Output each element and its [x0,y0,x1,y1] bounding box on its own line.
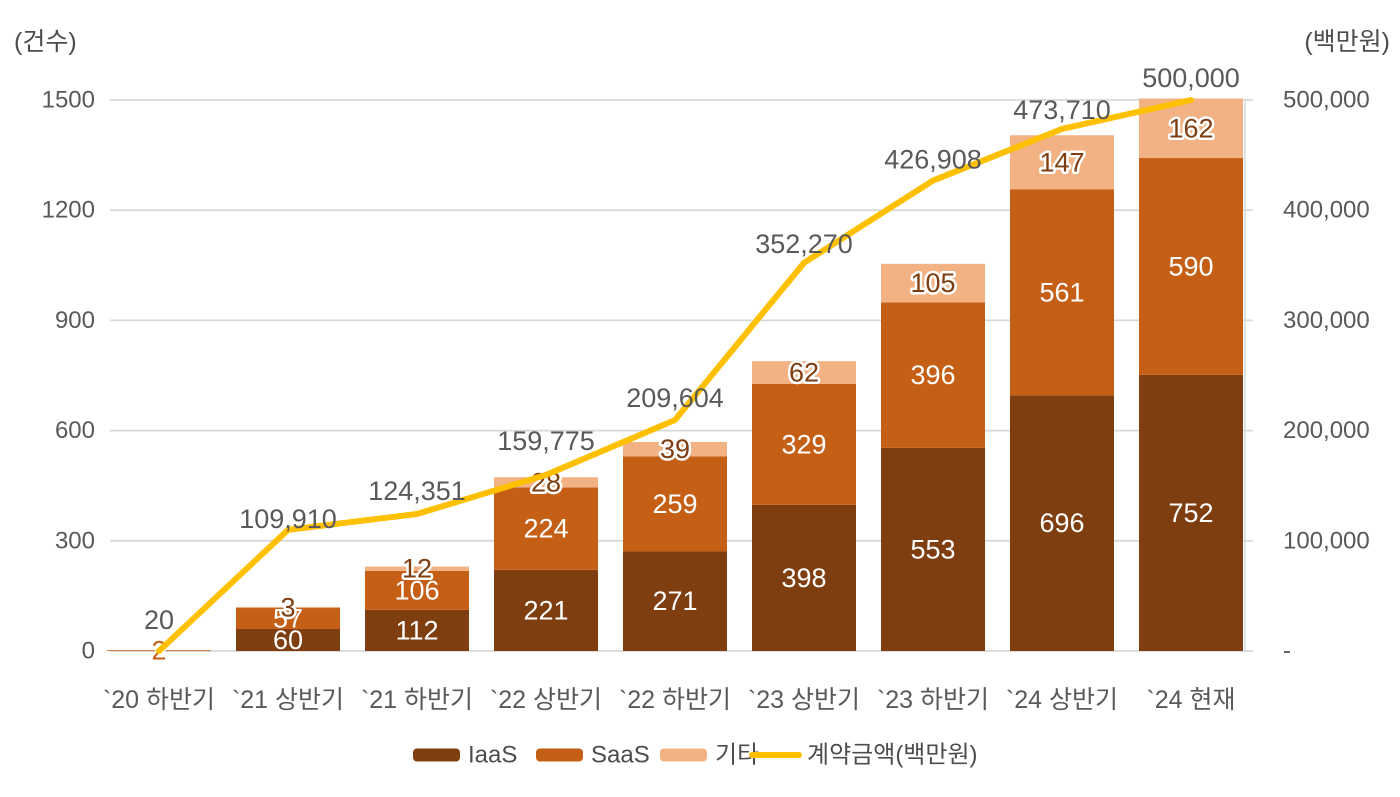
left-axis-tick-label: 600 [55,417,95,444]
legend-item-contract-line: 계약금액(백만원) [749,742,978,769]
bar-value-label: 398 [781,563,826,593]
line-value-label: 124,351 [368,476,466,506]
legend-swatch-icon [536,748,583,762]
bar-value-label: 752 [1168,498,1213,528]
bar-value-label: 696 [1039,508,1084,538]
right-axis-tick-label: 300,000 [1283,307,1370,334]
x-axis-layer: `20 하반기 `21 상반기 `21 하반기 `22 상반기 `22 하반기 `23 상… [103,686,1236,714]
right-axis-tick-label: 500,000 [1283,87,1370,114]
bar-value-label: 553 [910,534,955,564]
bar-value-label: 106 [394,575,439,605]
bar-segment-iaas [1010,395,1114,651]
bar-value-label: 561 [1039,277,1084,307]
right-axis-tick-label: - [1283,638,1291,665]
right-axis-tick-label: 100,000 [1283,527,1370,554]
bar-value-label: 162 [1168,113,1213,143]
legend-item-saas: SaaS [536,742,650,769]
bar-segment-saas [1010,189,1114,396]
x-axis-category-label: `23 하반기 [877,686,989,714]
legend-item-기타: 기타 [660,742,759,769]
bar-value-label: 3 [280,592,295,622]
x-axis-category-label: `22 상반기 [490,686,602,714]
x-axis-category-label: `21 상반기 [232,686,344,714]
bar-segment-기타 [881,263,985,303]
bar-value-label: 39 [660,434,690,464]
line-value-label: 109,910 [239,504,337,534]
bar-value-label: 57 [273,603,303,633]
left-axis-tick-label: 900 [55,307,95,334]
left-axis-tick-label: 1200 [42,197,95,224]
bar-value-label: 221 [523,595,568,625]
bar-segment-saas [752,383,856,505]
legend-label: IaaS [468,742,517,769]
bar-segment-saas [494,487,598,570]
bar-segment-iaas [236,628,340,651]
bars-layer: 2 605731121061222122428271259393983296255… [107,98,1243,668]
bar-segment-기타 [752,361,856,384]
bar-segment-iaas [365,609,469,651]
x-axis-category-label: `20 하반기 [103,686,215,714]
contract-amount-line [156,97,1194,654]
left-axis-title: (건수) [14,28,77,56]
bar-value-label: 329 [781,429,826,459]
bar-value-label: 271 [652,586,697,616]
bar-segment-iaas [623,551,727,651]
line-value-label: 20 [144,605,174,635]
bar-value-label: 105 [910,268,955,298]
bar-value-label: 590 [1168,251,1213,281]
bar-segment-saas [365,570,469,610]
x-axis-category-label: `23 상반기 [748,686,860,714]
right-axis-tick-label: 400,000 [1283,197,1370,224]
line-value-label: 159,775 [497,426,595,456]
bar-segment-iaas [494,569,598,651]
bar-segment-saas [1139,158,1243,375]
left-axis-tick-label: 0 [82,638,95,665]
bar-segment-saas [236,608,340,629]
bar-value-label: 259 [652,489,697,519]
line-value-label: 426,908 [884,145,982,175]
right-axis-title: (백만원) [1304,28,1390,56]
x-axis-category-label: `24 현재 [1146,686,1235,714]
bar-value-label: 12 [402,554,432,584]
line-value-label: 209,604 [626,383,724,413]
legend-swatch-icon [413,748,460,762]
bar-segment-기타 [494,477,598,488]
line-value-label: 352,270 [755,229,853,259]
line-value-label: 500,000 [1142,63,1240,93]
bar-value-label: 224 [523,514,568,544]
legend-swatch-icon [660,748,707,762]
bar-segment-saas [623,456,727,552]
legend-label: 계약금액(백만원) [807,742,978,769]
bar-segment-기타 [365,566,469,571]
right-axis-tick-label: 200,000 [1283,417,1370,444]
bar-segment-saas [881,302,985,448]
bar-value-label: 62 [789,358,819,388]
bar-value-label: 147 [1039,147,1084,177]
bar-segment-iaas [1139,374,1243,651]
line-value-label: 473,710 [1013,95,1111,125]
legend-layer: IaaS SaaS 기타 계약금액(백만원) [413,742,978,769]
bar-value-label: 396 [910,360,955,390]
bar-segment-iaas [752,504,856,651]
bar-value-label: 112 [395,615,438,645]
legend-label: SaaS [591,742,650,769]
x-axis-category-label: `21 하반기 [361,686,473,714]
bar-segment-기타 [236,606,340,609]
legend-item-iaas: IaaS [413,742,517,769]
x-axis-category-label: `22 하반기 [619,686,731,714]
bar-value-label: 60 [273,625,303,655]
contract-line-layer: 20 109,910 124,351 159,775 209,604 352,270 426… [144,63,1240,654]
bar-segment-기타 [623,441,727,457]
left-axis-tick-label: 1500 [42,87,95,114]
left-axis-tick-label: 300 [55,527,95,554]
bar-segment-iaas [881,447,985,651]
x-axis-category-label: `24 상반기 [1006,686,1118,714]
